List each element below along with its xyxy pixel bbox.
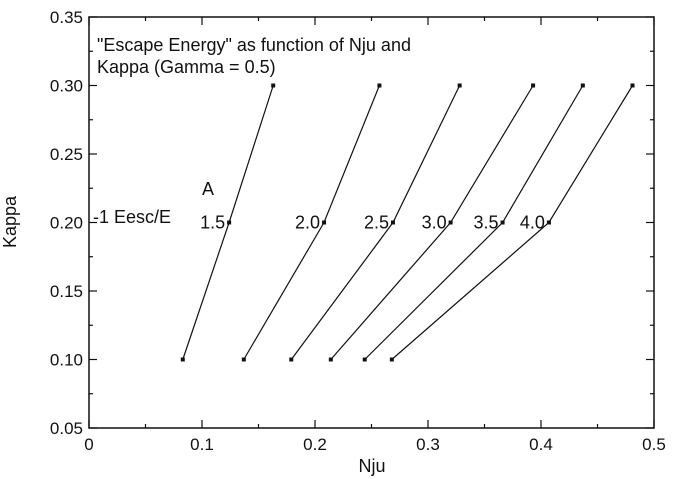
annotation-line-1: "Escape Energy" as function of Nju and: [97, 35, 411, 55]
y-tick-label: 0.10: [50, 351, 83, 370]
x-tick-label: 0.4: [529, 435, 553, 454]
data-point: [500, 220, 505, 225]
data-point: [448, 220, 453, 225]
data-point: [328, 357, 333, 362]
data-point: [531, 83, 536, 88]
series-label: 2.5: [364, 213, 389, 233]
data-point: [271, 83, 276, 88]
y-tick-label: 0.05: [50, 419, 83, 438]
y-axis-title: Kappa: [0, 195, 20, 248]
data-point: [580, 83, 585, 88]
series-label: 3.0: [422, 213, 447, 233]
data-point: [389, 357, 394, 362]
y-tick-label: 0.30: [50, 77, 83, 96]
data-point: [180, 357, 185, 362]
series-layer: 1.5 2.0 2.5 3.0 3.5 4.0: [180, 83, 635, 362]
series-label: 4.0: [520, 213, 545, 233]
series-prefix-label: -1 Eesc/E: [93, 207, 171, 227]
x-axis-title: Nju: [358, 456, 385, 476]
axis-ticks: [88, 16, 655, 429]
data-point: [390, 220, 395, 225]
y-tick-label: 0.25: [50, 145, 83, 164]
series-label: 3.5: [474, 213, 499, 233]
data-point: [241, 357, 246, 362]
x-tick-labels: 0 0.1 0.2 0.3 0.4 0.5: [84, 435, 666, 454]
y-tick-labels: 0.05 0.10 0.15 0.20 0.25 0.30 0.35: [50, 8, 83, 438]
data-point: [289, 357, 294, 362]
data-point: [377, 83, 382, 88]
data-point: [322, 220, 327, 225]
data-point: [630, 83, 635, 88]
x-tick-label: 0: [84, 435, 93, 454]
y-tick-label: 0.15: [50, 282, 83, 301]
data-point: [227, 220, 232, 225]
series-label: 2.0: [295, 213, 320, 233]
x-tick-label: 0.1: [190, 435, 214, 454]
y-tick-label: 0.20: [50, 214, 83, 233]
data-point: [546, 220, 551, 225]
x-tick-label: 0.3: [416, 435, 440, 454]
x-tick-label: 0.2: [303, 435, 327, 454]
y-tick-label: 0.35: [50, 8, 83, 27]
data-point: [362, 357, 367, 362]
annotation-line-2: Kappa (Gamma = 0.5): [97, 57, 276, 77]
x-tick-label: 0.5: [642, 435, 666, 454]
marker-letter: A: [202, 179, 214, 199]
series-label: 1.5: [200, 213, 225, 233]
data-point: [457, 83, 462, 88]
